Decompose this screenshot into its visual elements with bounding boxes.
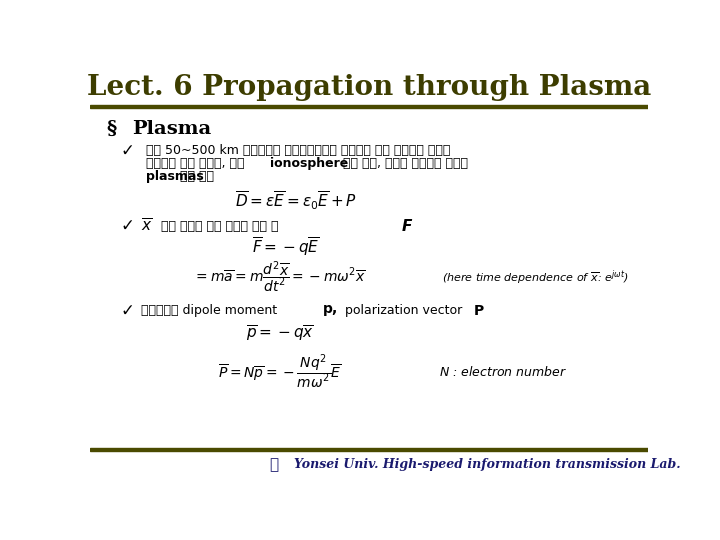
Text: $\overline{p} = -q\overline{x}$: $\overline{p} = -q\overline{x}$: [246, 324, 314, 345]
Text: $N$ : electron number: $N$ : electron number: [438, 364, 567, 379]
Text: $\overline{x}$: $\overline{x}$: [141, 218, 153, 235]
Text: §: §: [107, 120, 117, 138]
Text: $\mathbf{p,}$: $\mathbf{p,}$: [322, 303, 338, 319]
Text: Lect. 6 Propagation through Plasma: Lect. 6 Propagation through Plasma: [87, 74, 651, 101]
Text: 라고 한다: 라고 한다: [181, 170, 215, 183]
Text: 되어있는 층이 있는데, 이를: 되어있는 층이 있는데, 이를: [145, 157, 248, 170]
Text: ionosphere: ionosphere: [270, 157, 348, 170]
Text: Yonsei Univ. High-speed information transmission Lab.: Yonsei Univ. High-speed information tran…: [294, 458, 680, 471]
Text: ✓: ✓: [121, 217, 135, 235]
Text: Plasma: Plasma: [132, 120, 211, 138]
Text: plasmas: plasmas: [145, 170, 204, 183]
Text: polarization vector: polarization vector: [341, 305, 467, 318]
Bar: [90, 448, 648, 451]
Text: $\overline{F} = -q\overline{E}$: $\overline{F} = -q\overline{E}$: [251, 235, 319, 258]
Text: $\overline{D} = \varepsilon\overline{E} = \varepsilon_0\overline{E} + P$: $\overline{D} = \varepsilon\overline{E} …: [235, 190, 358, 212]
Text: (here time dependence of $\overline{x}$: $e^{j\omega t}$): (here time dependence of $\overline{x}$:…: [441, 268, 629, 287]
Text: 만큼 위치가 변한 전자가 겪는 힘: 만큼 위치가 변한 전자가 겪는 힘: [161, 220, 283, 233]
Text: $\boldsymbol{F}$: $\boldsymbol{F}$: [401, 218, 413, 234]
Text: $= m\overline{a} = m\dfrac{d^2\overline{x}}{dt^2} = -m\omega^2\overline{x}$: $= m\overline{a} = m\dfrac{d^2\overline{…: [194, 260, 366, 295]
Text: 라고 하고, 이렇게 이온화된 가스를: 라고 하고, 이렇게 이온화된 가스를: [343, 157, 468, 170]
Text: 전자하나의 dipole moment: 전자하나의 dipole moment: [141, 305, 285, 318]
Bar: [90, 105, 648, 109]
Text: $\overline{P} = N\overline{p} = -\dfrac{Nq^2}{m\omega^2}\overline{E}$: $\overline{P} = N\overline{p} = -\dfrac{…: [218, 353, 341, 391]
Text: ✓: ✓: [121, 302, 135, 320]
Text: ✓: ✓: [121, 142, 135, 160]
Text: $\mathbf{P}$: $\mathbf{P}$: [473, 304, 485, 318]
Text: 지상 50~500 km 사이에서는 태양으로부터의 자외선에 의해 분자들이 이온화: 지상 50~500 km 사이에서는 태양으로부터의 자외선에 의해 분자들이 …: [145, 144, 450, 157]
Text: ⓨ: ⓨ: [269, 457, 279, 472]
